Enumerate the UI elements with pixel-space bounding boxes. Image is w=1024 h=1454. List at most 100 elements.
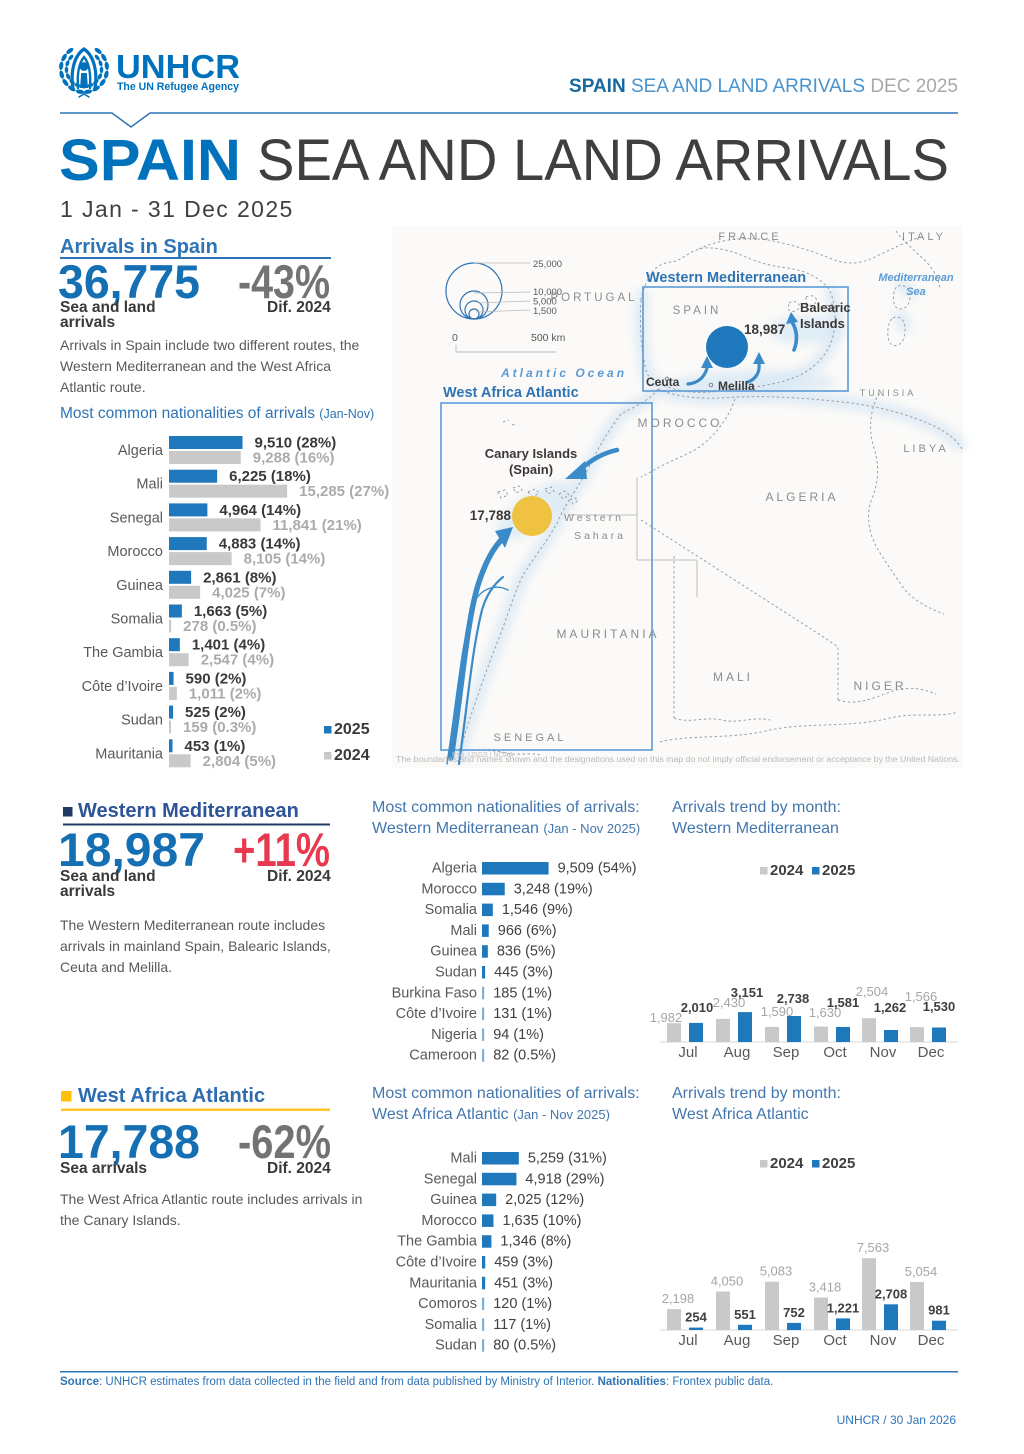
svg-text:arrivals: arrivals [60,314,115,331]
svg-text:1,630: 1,630 [809,1005,842,1020]
svg-text:15,285 (27%): 15,285 (27%) [299,483,389,500]
svg-text:1,663 (5%): 1,663 (5%) [194,603,267,620]
svg-text:Western Mediterranean: Western Mediterranean [78,800,299,822]
svg-text:Dec: Dec [918,1044,945,1061]
svg-text:5,000: 5,000 [533,297,557,308]
svg-text:Canary Islands: Canary Islands [485,446,578,461]
svg-text:Comoros: Comoros [418,1296,477,1312]
svg-text:4,918 (29%): 4,918 (29%) [525,1171,604,1187]
svg-text:Guinea: Guinea [430,1192,478,1208]
svg-text:2025: 2025 [334,721,370,738]
svg-text:117 (1%): 117 (1%) [493,1317,551,1333]
svg-text:2,025 (12%): 2,025 (12%) [505,1192,584,1208]
svg-text:525 (2%): 525 (2%) [185,704,246,721]
svg-text:9,510 (28%): 9,510 (28%) [255,435,337,452]
svg-text:590 (2%): 590 (2%) [186,670,247,687]
svg-text:Côte d’Ivoire: Côte d’Ivoire [82,679,163,695]
svg-text:Guinea: Guinea [430,944,478,960]
svg-text:981: 981 [928,1303,950,1318]
svg-text:2,738: 2,738 [777,991,810,1006]
svg-text:Sea: Sea [906,286,926,298]
svg-text:SPAIN SEA AND LAND ARRIVALS DE: SPAIN SEA AND LAND ARRIVALS DEC 2025 [569,76,958,97]
svg-text:1,581: 1,581 [827,995,860,1010]
svg-text:Western Mediterranean: Western Mediterranean [646,270,806,286]
svg-text:Western: Western [564,512,624,524]
svg-text:Sudan: Sudan [121,713,163,729]
svg-text:1,530: 1,530 [923,999,956,1014]
svg-text:451 (3%): 451 (3%) [494,1275,553,1291]
svg-text:120 (1%): 120 (1%) [493,1296,552,1312]
svg-text:UNHCR / 30 Jan 2026: UNHCR / 30 Jan 2026 [837,1413,957,1427]
svg-text:Morocco: Morocco [421,1213,477,1229]
svg-text:Western Mediterranean: Western Mediterranean [672,820,839,837]
svg-text:The Gambia: The Gambia [397,1234,478,1250]
svg-text:Esri, USGS | NOAA: Esri, USGS | NOAA [452,752,514,759]
svg-text:Morocco: Morocco [107,544,163,560]
svg-text:Dif. 2024: Dif. 2024 [267,1160,331,1177]
svg-text:Mali: Mali [450,923,477,939]
svg-text:Sea and land: Sea and land [60,868,156,885]
svg-text:Aug: Aug [724,1332,751,1349]
svg-text:Sep: Sep [773,1332,800,1349]
svg-text:2024: 2024 [770,862,804,879]
svg-text:Somalia: Somalia [425,902,478,918]
svg-text:1,500: 1,500 [533,306,557,317]
svg-text:4,964 (14%): 4,964 (14%) [219,502,301,519]
svg-text:MALI: MALI [713,670,753,684]
svg-text:West Africa Atlantic: West Africa Atlantic [672,1106,809,1123]
svg-text:2,861 (8%): 2,861 (8%) [203,569,276,586]
svg-text:Nigeria: Nigeria [431,1027,478,1043]
svg-text:Arrivals trend by month:: Arrivals trend by month: [672,799,841,816]
svg-text:Western Mediterranean and the: Western Mediterranean and the West Afric… [60,358,331,374]
svg-text:Dec: Dec [918,1332,945,1349]
svg-text:3,418: 3,418 [809,1280,842,1295]
svg-text:836 (5%): 836 (5%) [497,944,556,960]
svg-text:Sahara: Sahara [574,530,626,542]
svg-text:Algeria: Algeria [118,443,164,459]
svg-text:4,050: 4,050 [711,1274,744,1289]
svg-text:SPAIN: SPAIN [673,305,722,317]
svg-text:Jul: Jul [678,1332,697,1349]
svg-text:1 Jan - 31 Dec 2025: 1 Jan - 31 Dec 2025 [60,196,294,222]
svg-text:2024: 2024 [334,747,370,764]
svg-text:West Africa Atlantic (Jan - No: West Africa Atlantic (Jan - Nov 2025) [372,1106,610,1123]
svg-text:-43%: -43% [238,255,330,308]
svg-text:Sudan: Sudan [435,965,477,981]
svg-text:453 (1%): 453 (1%) [185,738,246,755]
svg-text:Mediterranean: Mediterranean [878,272,953,284]
svg-text:Most common nationalities of a: Most common nationalities of arrivals: [372,1085,640,1102]
svg-text:The boundaries and names shown: The boundaries and names shown and the d… [396,754,960,764]
svg-text:459 (3%): 459 (3%) [494,1255,553,1271]
svg-text:1,566: 1,566 [905,989,938,1004]
svg-text:ITALY: ITALY [902,231,946,243]
svg-text:1,590: 1,590 [761,1004,794,1019]
svg-text:11,841 (21%): 11,841 (21%) [273,517,362,534]
svg-text:17,788: 17,788 [58,1115,200,1168]
svg-text:The Gambia: The Gambia [83,645,164,661]
svg-text:2,804 (5%): 2,804 (5%) [203,753,276,770]
svg-text:3,248 (19%): 3,248 (19%) [514,881,593,897]
svg-text:NIGER: NIGER [853,679,906,693]
svg-text:Ceuta and Melilla.: Ceuta and Melilla. [60,959,172,975]
svg-text:Most common nationalities of a: Most common nationalities of arrivals (J… [60,405,374,422]
svg-text:0: 0 [452,332,458,344]
svg-text:Somalia: Somalia [111,612,164,628]
svg-text:ALGERIA: ALGERIA [765,490,838,504]
svg-text:TUNISIA: TUNISIA [860,388,917,398]
svg-text:Burkina Faso: Burkina Faso [392,985,477,1001]
svg-text:Arrivals trend by month:: Arrivals trend by month: [672,1085,841,1102]
svg-text:arrivals in mainland Spain, Ba: arrivals in mainland Spain, Balearic Isl… [60,938,331,954]
svg-text:Melilla: Melilla [718,379,755,393]
svg-text:2,198: 2,198 [662,1291,695,1306]
svg-text:2025: 2025 [822,1155,855,1172]
svg-text:The Western Mediterranean rout: The Western Mediterranean route includes [60,917,325,933]
svg-text:-62%: -62% [238,1115,331,1168]
svg-text:18,987: 18,987 [58,823,205,876]
svg-text:SEA AND LAND ARRIVALS: SEA AND LAND ARRIVALS [257,128,949,193]
svg-text:5,083: 5,083 [760,1264,793,1279]
svg-text:Aug: Aug [724,1044,751,1061]
svg-text:7,563: 7,563 [857,1240,890,1255]
svg-text:1,635 (10%): 1,635 (10%) [502,1213,581,1229]
svg-text:Sea and land: Sea and land [60,299,156,316]
svg-text:131 (1%): 131 (1%) [493,1006,552,1022]
